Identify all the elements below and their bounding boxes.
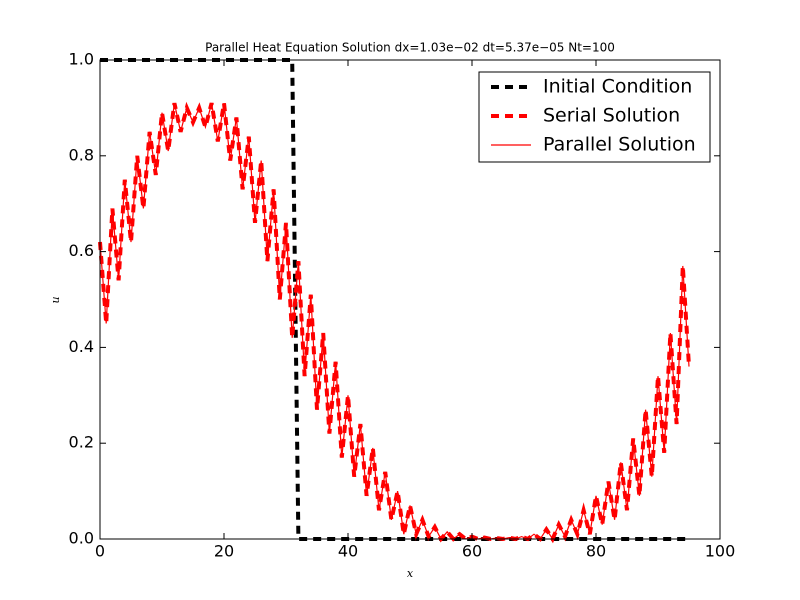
x-tick-label: 80	[586, 542, 606, 561]
plot-frame	[99, 59, 721, 540]
legend-box	[478, 71, 711, 163]
y-tick-label: 0.8	[69, 145, 94, 164]
legend-label: Initial Condition	[543, 76, 692, 98]
x-tick-label: 20	[214, 542, 234, 561]
y-tick-label: 0.2	[69, 433, 94, 452]
x-tick-label: 40	[338, 542, 358, 561]
data-line	[99, 102, 690, 541]
y-axis-label: u	[49, 296, 62, 303]
legend-label: Parallel Solution	[543, 134, 696, 156]
y-tick-label: 0.0	[69, 529, 94, 548]
y-tick-label: 1.0	[69, 50, 94, 69]
x-axis-label: x	[407, 567, 414, 580]
chart-title: Parallel Heat Equation Solution dx=1.03e…	[205, 41, 615, 55]
x-tick-label: 100	[705, 542, 736, 561]
x-tick-label: 60	[462, 542, 482, 561]
x-tick-label: 0	[95, 542, 105, 561]
y-tick-label: 0.4	[69, 337, 94, 356]
y-tick-label: 0.6	[69, 241, 94, 260]
legend-label: Serial Solution	[543, 105, 680, 127]
